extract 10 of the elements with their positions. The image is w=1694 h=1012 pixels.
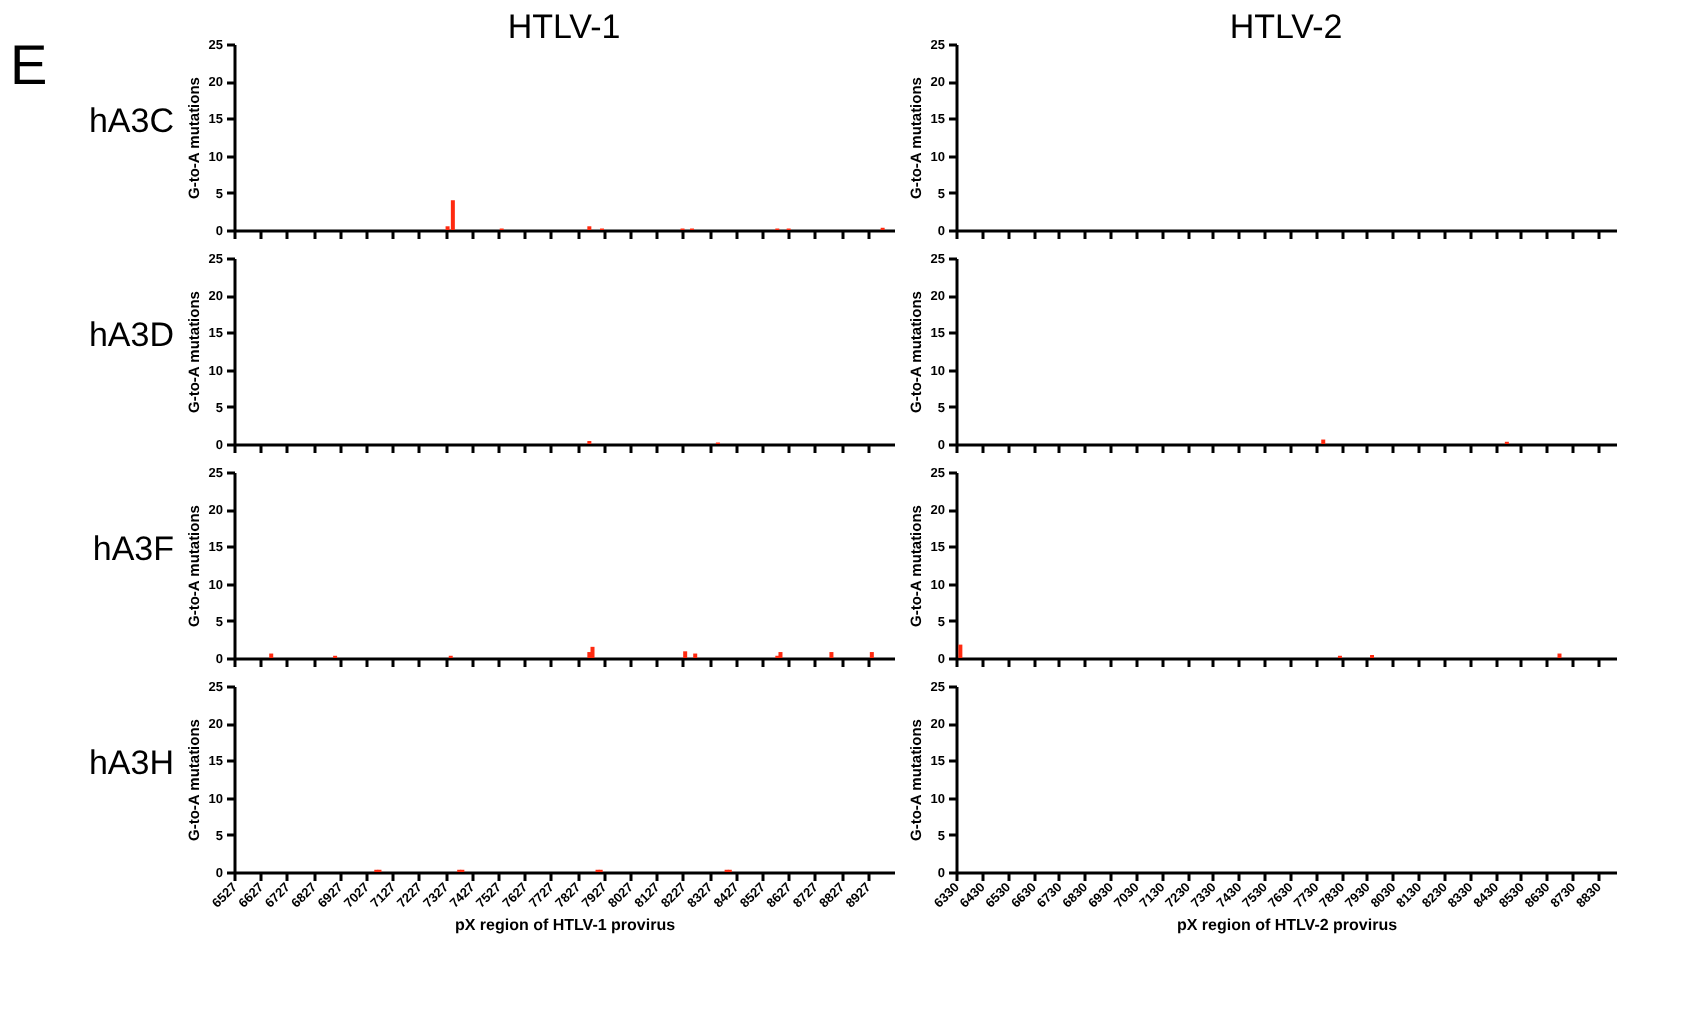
chart-title: HTLV-2 — [1229, 8, 1343, 46]
text: hA3C — [88, 102, 174, 141]
bar — [450, 200, 455, 230]
chart-title: HTLV-1 — [507, 8, 621, 46]
x-axis-title: pX region of HTLV-2 provirus — [1176, 916, 1399, 935]
x-axis-title: pX region of HTLV-1 provirus — [454, 916, 677, 935]
text: E — [10, 34, 48, 96]
text: hA3F — [92, 530, 174, 569]
text: hA3D — [88, 316, 174, 355]
text: hA3H — [88, 744, 174, 783]
